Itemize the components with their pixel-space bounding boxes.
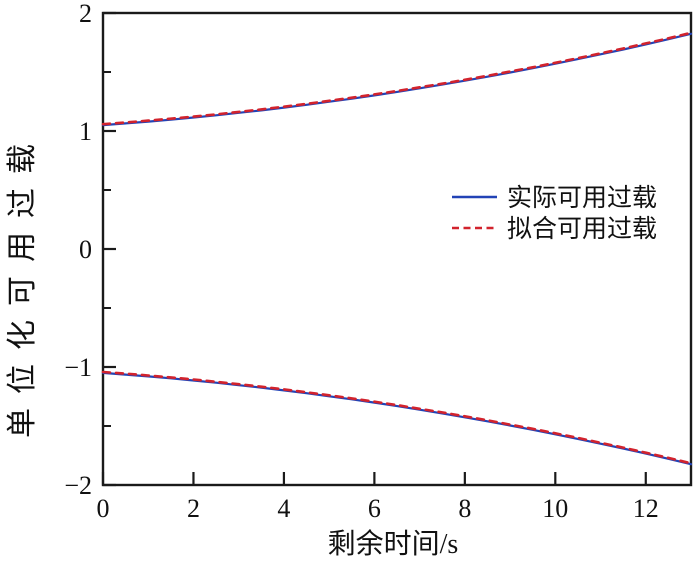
x-tick-label: 12: [633, 494, 659, 523]
x-tick-label: 4: [277, 494, 290, 523]
fitted-overload-curve-lower: [101, 370, 693, 465]
actual-overload-curve-upper: [101, 32, 693, 127]
y-tick-label: 0: [79, 235, 92, 264]
y-tick-label: 2: [79, 0, 92, 28]
x-tick-label: 2: [187, 494, 200, 523]
legend-label-actual: 实际可用过载: [507, 184, 657, 212]
x-axis-label: 剩余时间/s: [328, 528, 459, 560]
plot-frame: [101, 11, 693, 487]
fitted-overload-curve-upper: [101, 31, 693, 126]
x-tick-label: 6: [368, 494, 381, 523]
x-tick-label: 0: [97, 494, 110, 523]
x-tick-label: 10: [542, 494, 568, 523]
actual-overload-curve-lower: [101, 371, 693, 466]
y-tick-label: 1: [79, 117, 92, 146]
legend: 实际可用过载 拟合可用过载: [452, 184, 657, 243]
y-tick-label: −1: [64, 353, 92, 382]
y-axis-label: 单位化可用过载: [6, 130, 39, 438]
data-curves: [101, 31, 693, 466]
y-tick-label: −2: [64, 471, 92, 500]
legend-label-fitted: 拟合可用过载: [507, 215, 657, 243]
x-tick-label: 8: [458, 494, 471, 523]
